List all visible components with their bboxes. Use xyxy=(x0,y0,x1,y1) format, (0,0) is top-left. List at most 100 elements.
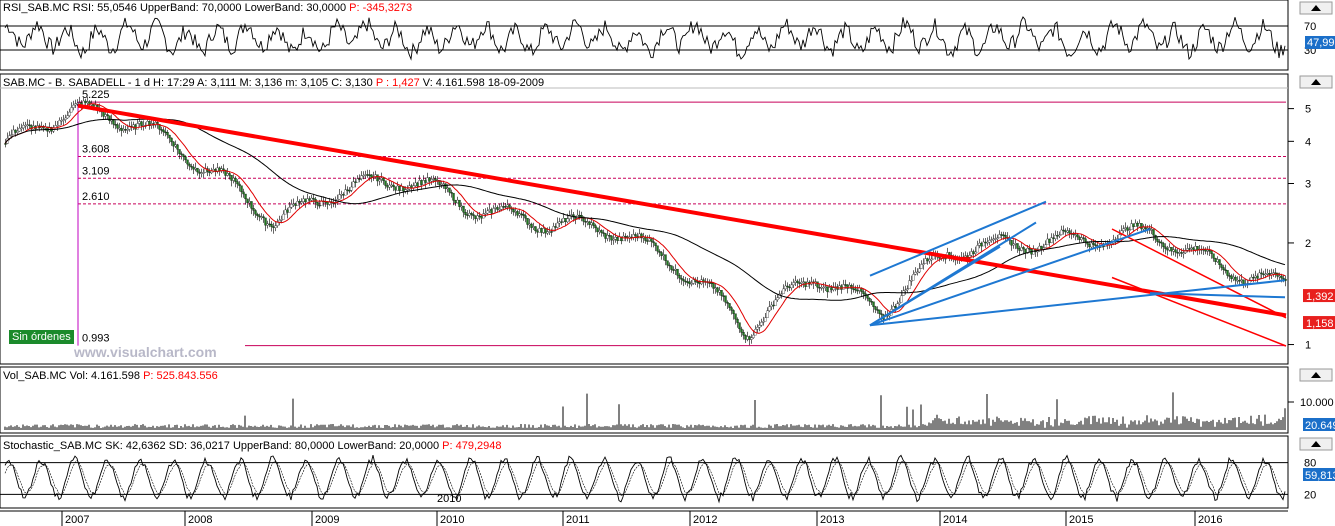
price-candle xyxy=(604,233,607,239)
price-candle xyxy=(1190,247,1193,250)
volume-scroll-controls[interactable] xyxy=(1299,368,1333,382)
price-candle xyxy=(504,206,507,208)
price-candle xyxy=(524,215,527,219)
price-candle xyxy=(916,271,919,274)
price-candle xyxy=(980,242,983,247)
price-candle xyxy=(60,120,63,122)
stoch-upper: UpperBand: 80,0000 xyxy=(232,440,335,452)
price-candle xyxy=(1210,250,1213,254)
price-candle xyxy=(14,129,17,133)
price-scroll-controls[interactable] xyxy=(1299,75,1333,89)
price-candle xyxy=(1264,273,1267,276)
price-candle xyxy=(560,221,563,223)
sin-ordenes-badge[interactable]: Sin órdenes xyxy=(9,330,74,344)
price-candle xyxy=(1128,229,1131,231)
price-candle xyxy=(1134,222,1137,227)
price-candle xyxy=(562,218,565,222)
price-candle xyxy=(1208,250,1211,252)
price-candle xyxy=(766,310,769,318)
price-candle xyxy=(826,286,829,293)
price-candle xyxy=(736,318,739,323)
price-candle xyxy=(774,299,777,306)
price-candle xyxy=(452,192,455,201)
price-candle xyxy=(680,277,683,280)
price-candle xyxy=(122,129,125,131)
price-candle xyxy=(926,258,929,262)
price-candle xyxy=(486,210,489,214)
price-candle xyxy=(824,286,827,288)
price-candle xyxy=(1094,244,1097,246)
price-candle xyxy=(126,129,129,131)
price-candle xyxy=(362,175,365,177)
price-candle xyxy=(162,129,165,133)
price-candle xyxy=(1054,235,1057,239)
price-candle xyxy=(338,194,341,200)
rsi-scale-70: 70 xyxy=(1304,21,1316,33)
price-candle xyxy=(318,204,321,207)
price-candle xyxy=(610,235,613,241)
price-candle xyxy=(1020,247,1023,251)
price-c: C: 3,130 xyxy=(331,77,373,89)
price-candle xyxy=(528,223,531,226)
price-candle xyxy=(348,190,351,192)
price-candle xyxy=(1224,269,1227,271)
price-candle xyxy=(488,209,491,211)
price-candle xyxy=(900,295,903,303)
price-candle xyxy=(444,183,447,189)
stoch-lower: LowerBand: 20,0000 xyxy=(337,440,440,452)
price-candle xyxy=(830,287,833,291)
price-candle xyxy=(548,231,551,233)
price-candle xyxy=(888,314,891,317)
x-axis-year-label: 2013 xyxy=(820,514,844,526)
price-candle xyxy=(878,309,881,314)
price-candle xyxy=(74,103,77,106)
price-candle xyxy=(254,210,257,215)
price-candle xyxy=(194,167,197,170)
price-candle xyxy=(198,171,201,174)
price-candle xyxy=(756,327,759,330)
stoch-layer: 80 20 59,813 2010 xyxy=(0,454,1335,505)
price-candle xyxy=(1192,247,1195,250)
price-candle xyxy=(870,301,873,303)
price-candle xyxy=(466,214,469,216)
chevron-up-icon xyxy=(1311,372,1321,378)
price-candle xyxy=(570,214,573,216)
price-candle xyxy=(798,282,801,284)
price-candle xyxy=(744,335,747,340)
price-candle xyxy=(176,144,179,150)
price-candle xyxy=(368,174,371,176)
price-candle xyxy=(392,184,395,187)
price-candle xyxy=(652,241,655,244)
price-candle xyxy=(862,291,865,294)
price-candle xyxy=(302,198,305,202)
price-candle xyxy=(430,179,433,182)
level-label: 2.610 xyxy=(82,191,110,203)
price-candle xyxy=(478,215,481,217)
blue-fan-line-5 xyxy=(1149,292,1286,299)
ma-long-line xyxy=(4,118,1286,301)
price-m: M: 3,136 xyxy=(239,77,283,89)
price-candle xyxy=(266,223,269,226)
price-candle xyxy=(584,221,587,223)
price-candle xyxy=(1050,237,1053,243)
price-candle xyxy=(676,268,679,276)
price-candle xyxy=(1078,236,1081,240)
price-candle xyxy=(976,245,979,253)
price-candle xyxy=(116,124,119,129)
price-scale-label: 5 xyxy=(1305,104,1311,116)
rsi-scroll-controls[interactable] xyxy=(1299,1,1333,15)
price-candle xyxy=(166,132,169,136)
price-candle xyxy=(1150,229,1153,231)
price-candle xyxy=(708,282,711,284)
price-candle xyxy=(558,221,561,224)
price-candle xyxy=(556,222,559,228)
price-candle xyxy=(866,295,869,299)
price-candle xyxy=(1240,279,1243,281)
price-candle xyxy=(280,219,283,221)
price-candle xyxy=(1058,234,1061,237)
price-candle xyxy=(306,198,309,203)
stoch-scroll-controls[interactable] xyxy=(1299,437,1333,451)
price-candle xyxy=(616,237,619,241)
rsi-line xyxy=(4,16,1286,61)
price-candle xyxy=(250,201,253,209)
